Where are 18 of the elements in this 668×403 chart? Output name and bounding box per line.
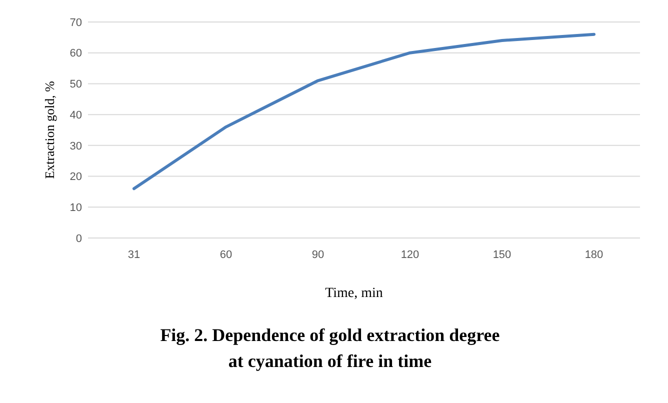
x-tick-label: 180 bbox=[584, 249, 604, 261]
y-tick-label: 50 bbox=[70, 78, 82, 91]
x-axis-title: Time, min bbox=[325, 286, 383, 301]
y-tick-label: 40 bbox=[70, 109, 82, 122]
y-tick-label: 10 bbox=[70, 202, 82, 214]
y-tick-label: 70 bbox=[70, 16, 82, 29]
y-tick-label: 30 bbox=[70, 140, 82, 152]
text: Fig. 2. Dependence of gold extraction degree at cyanation of fire in time bbox=[160, 325, 500, 371]
y-tick-label: 20 bbox=[70, 171, 82, 184]
y-tick-label: 60 bbox=[70, 48, 82, 60]
x-tick-label: 150 bbox=[492, 249, 512, 261]
x-tick-label: 60 bbox=[220, 249, 232, 261]
x-tick-label: 120 bbox=[400, 249, 420, 261]
x-tick-label: 90 bbox=[312, 249, 324, 261]
y-axis-title: Extraction gold, % bbox=[42, 80, 57, 179]
y-tick-label: 0 bbox=[76, 232, 82, 245]
line-series bbox=[132, 32, 596, 190]
x-tick-label: 31 bbox=[128, 249, 140, 261]
